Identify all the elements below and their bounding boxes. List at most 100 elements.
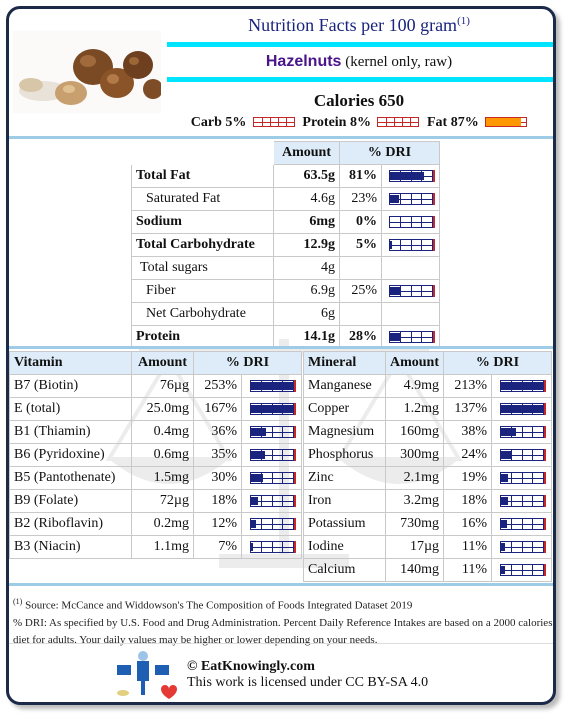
nutrient-name: B9 (Folate) — [9, 489, 132, 513]
dri-bar — [388, 216, 435, 228]
header-vitamin-dri: % DRI — [193, 351, 302, 375]
nutrient-name: Total Carbohydrate — [131, 233, 274, 257]
header-dri: % DRI — [339, 141, 440, 165]
nutrient-dri-bar-cell — [241, 535, 302, 559]
nutrient-dri: 0% — [339, 210, 382, 234]
nutrient-amount: 3.2mg — [384, 489, 445, 513]
header-vitamin-amount: Amount — [131, 351, 194, 375]
dri-bar — [388, 239, 435, 251]
nutrient-name: Iron — [303, 489, 386, 513]
table-row: Calcium 140mg 11% — [303, 558, 553, 582]
dri-bar — [499, 564, 546, 576]
dri-bar — [499, 495, 546, 507]
source-note: (1) Source: McCance and Widdowson's The … — [13, 597, 413, 612]
nutrient-dri-bar-cell — [491, 397, 553, 421]
nutrient-amount: 63.5g — [273, 164, 340, 188]
eatknowingly-logo-icon — [117, 651, 177, 699]
nutrient-dri: 18% — [193, 489, 242, 513]
nutrient-name: E (total) — [9, 397, 132, 421]
dri-bar — [249, 472, 296, 484]
nutrient-dri: 38% — [443, 420, 493, 444]
nutrient-amount: 1.5mg — [131, 466, 194, 490]
table-row: Sodium 6mg 0% — [131, 210, 440, 234]
nutrient-name: Total sugars — [131, 256, 274, 280]
dri-bar — [249, 518, 296, 530]
calories-label: Calories — [313, 91, 375, 110]
dri-bar — [249, 541, 296, 553]
nutrient-amount: 4g — [273, 256, 340, 280]
nutrient-amount: 4.9mg — [384, 374, 445, 398]
accent-bar-top — [167, 42, 553, 47]
nutrient-dri: 167% — [193, 397, 242, 421]
nutrient-dri-bar-cell — [491, 489, 553, 513]
license-text: This work is licensed under CC BY-SA 4.0 — [187, 675, 429, 690]
nutrient-amount: 160mg — [384, 420, 445, 444]
nutrient-dri — [339, 302, 382, 326]
dri-bar — [249, 380, 296, 392]
nutrient-name: Copper — [303, 397, 386, 421]
header-amount: Amount — [273, 141, 340, 165]
nutrient-dri: 25% — [339, 279, 382, 303]
nutrient-dri: 30% — [193, 466, 242, 490]
hazelnuts-photo — [13, 31, 161, 113]
nutrient-amount: 730mg — [384, 512, 445, 536]
dri-bar — [388, 285, 435, 297]
nutrient-dri: 11% — [443, 558, 493, 582]
dri-bar — [499, 426, 546, 438]
accent-bar-bottom — [167, 77, 553, 82]
macro-carb: Carb 5% — [191, 115, 295, 131]
dri-bar — [249, 403, 296, 415]
nutrient-name: Total Fat — [131, 164, 274, 188]
food-heading: Hazelnuts (kernel only, raw) — [169, 53, 549, 71]
nutrient-dri-bar-cell — [381, 325, 440, 349]
nutrient-name: Iodine — [303, 535, 386, 559]
table-row: Potassium 730mg 16% — [303, 512, 553, 536]
table-row: Magnesium 160mg 38% — [303, 420, 553, 444]
nutrient-name: Calcium — [303, 558, 386, 582]
nutrient-name: Zinc — [303, 466, 386, 490]
dri-bar — [499, 403, 546, 415]
food-description: (kernel only, raw) — [345, 54, 453, 70]
nutrient-dri-bar-cell — [381, 256, 440, 280]
nutrient-amount: 4.6g — [273, 187, 340, 211]
nutrient-dri-bar-cell — [491, 466, 553, 490]
nutrient-dri-bar-cell — [241, 466, 302, 490]
nutrient-name: Sodium — [131, 210, 274, 234]
nutrient-dri-bar-cell — [241, 512, 302, 536]
dri-bar — [388, 193, 435, 205]
nutrient-dri: 36% — [193, 420, 242, 444]
site-credit: © EatKnowingly.com — [187, 659, 315, 674]
nutrient-amount: 300mg — [384, 443, 445, 467]
header-mineral: Mineral — [303, 351, 386, 375]
nutrient-amount: 0.6mg — [131, 443, 194, 467]
nutrient-amount: 76µg — [131, 374, 194, 398]
table-row: Iodine 17µg 11% — [303, 535, 553, 559]
nutrient-amount: 6g — [273, 302, 340, 326]
title-footnote-marker: (1) — [457, 15, 470, 27]
nutrient-amount: 0.2mg — [131, 512, 194, 536]
table-row: Phosphorus 300mg 24% — [303, 443, 553, 467]
nutrient-dri-bar-cell — [241, 420, 302, 444]
nutrient-dri: 253% — [193, 374, 242, 398]
page-title: Nutrition Facts per 100 gram(1) — [248, 15, 470, 35]
nutrient-amount: 0.4mg — [131, 420, 194, 444]
nutrient-dri-bar-cell — [381, 302, 440, 326]
table-row: Total Carbohydrate 12.9g 5% — [131, 233, 440, 257]
divider-4 — [9, 643, 553, 644]
nutrient-dri: 16% — [443, 512, 493, 536]
macro-bar — [377, 117, 420, 127]
nutrient-amount: 6mg — [273, 210, 340, 234]
nutrient-amount: 1.1mg — [131, 535, 194, 559]
mineral-table: Mineral Amount % DRI Manganese 4.9mg 213% C… — [303, 351, 553, 582]
table-row: B2 (Riboflavin) 0.2mg 12% — [9, 512, 302, 536]
nutrient-dri-bar-cell — [491, 558, 553, 582]
dri-bar — [499, 472, 546, 484]
nutrient-name: B2 (Riboflavin) — [9, 512, 132, 536]
macro-protein: Protein 8% — [302, 115, 420, 131]
nutrient-dri-bar-cell — [241, 489, 302, 513]
nutrient-amount: 6.9g — [273, 279, 340, 303]
nutrient-dri: 35% — [193, 443, 242, 467]
table-row: E (total) 25.0mg 167% — [9, 397, 302, 421]
nutrient-name: B3 (Niacin) — [9, 535, 132, 559]
table-row: B7 (Biotin) 76µg 253% — [9, 374, 302, 398]
